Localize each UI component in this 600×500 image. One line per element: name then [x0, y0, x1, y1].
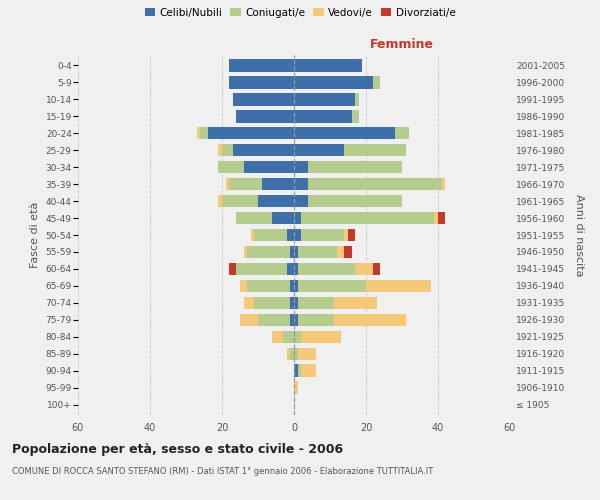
Bar — [366, 280, 431, 292]
Bar — [308, 178, 442, 190]
Bar — [294, 262, 298, 276]
Text: Popolazione per età, sesso e stato civile - 2006: Popolazione per età, sesso e stato civil… — [12, 442, 343, 456]
Bar — [290, 296, 294, 310]
Bar — [287, 262, 294, 276]
Bar — [229, 262, 236, 276]
Bar — [294, 212, 301, 224]
Bar — [348, 228, 355, 241]
Bar — [283, 330, 294, 344]
Bar — [294, 178, 308, 190]
Bar — [337, 246, 344, 258]
Bar — [229, 59, 294, 72]
Bar — [244, 160, 294, 173]
Bar — [236, 262, 287, 276]
Bar — [294, 382, 298, 394]
Bar — [294, 364, 298, 377]
Bar — [373, 76, 380, 88]
Bar — [236, 110, 294, 122]
Bar — [254, 228, 287, 241]
Bar — [222, 144, 233, 156]
Bar — [247, 280, 290, 292]
Bar — [294, 330, 301, 344]
Legend: Celibi/Nubili, Coniugati/e, Vedovi/e, Divorziati/e: Celibi/Nubili, Coniugati/e, Vedovi/e, Di… — [145, 8, 455, 18]
Y-axis label: Anni di nascita: Anni di nascita — [574, 194, 584, 276]
Bar — [434, 212, 438, 224]
Bar — [442, 178, 445, 190]
Bar — [298, 314, 334, 326]
Bar — [258, 314, 290, 326]
Bar — [298, 280, 366, 292]
Bar — [294, 93, 355, 106]
Bar — [294, 194, 308, 207]
Bar — [272, 330, 283, 344]
Bar — [262, 178, 294, 190]
Bar — [294, 246, 298, 258]
Bar — [218, 194, 222, 207]
Bar — [294, 296, 298, 310]
Bar — [287, 348, 290, 360]
Bar — [301, 364, 316, 377]
Bar — [290, 246, 294, 258]
Bar — [298, 348, 316, 360]
Bar — [298, 262, 355, 276]
Bar — [334, 296, 377, 310]
Bar — [244, 296, 254, 310]
Bar — [344, 246, 352, 258]
Bar — [294, 110, 352, 122]
Bar — [229, 76, 294, 88]
Bar — [290, 314, 294, 326]
Bar — [290, 348, 294, 360]
Bar — [301, 212, 434, 224]
Bar — [298, 246, 337, 258]
Bar — [294, 76, 373, 88]
Bar — [222, 194, 258, 207]
Bar — [301, 330, 341, 344]
Bar — [226, 178, 229, 190]
Bar — [334, 314, 406, 326]
Bar — [308, 194, 402, 207]
Bar — [373, 262, 380, 276]
Bar — [236, 212, 272, 224]
Y-axis label: Fasce di età: Fasce di età — [30, 202, 40, 268]
Bar — [294, 126, 395, 140]
Bar — [218, 144, 222, 156]
Bar — [355, 93, 359, 106]
Bar — [294, 280, 298, 292]
Bar — [294, 348, 298, 360]
Bar — [308, 160, 402, 173]
Bar — [254, 296, 290, 310]
Bar — [218, 160, 244, 173]
Bar — [294, 144, 344, 156]
Bar — [247, 246, 290, 258]
Bar — [294, 59, 362, 72]
Bar — [272, 212, 294, 224]
Text: COMUNE DI ROCCA SANTO STEFANO (RM) - Dati ISTAT 1° gennaio 2006 - Elaborazione T: COMUNE DI ROCCA SANTO STEFANO (RM) - Dat… — [12, 468, 433, 476]
Bar — [197, 126, 200, 140]
Text: Femmine: Femmine — [370, 38, 434, 52]
Bar — [200, 126, 208, 140]
Bar — [355, 262, 373, 276]
Bar — [344, 228, 348, 241]
Bar — [298, 364, 301, 377]
Bar — [240, 314, 258, 326]
Bar — [290, 280, 294, 292]
Bar — [244, 246, 247, 258]
Bar — [344, 144, 406, 156]
Bar — [294, 314, 298, 326]
Bar — [258, 194, 294, 207]
Bar — [229, 178, 262, 190]
Bar — [294, 228, 301, 241]
Bar — [251, 228, 254, 241]
Bar — [438, 212, 445, 224]
Bar — [301, 228, 344, 241]
Bar — [287, 228, 294, 241]
Bar — [233, 93, 294, 106]
Bar — [395, 126, 409, 140]
Bar — [352, 110, 359, 122]
Bar — [233, 144, 294, 156]
Bar — [240, 280, 247, 292]
Bar — [294, 160, 308, 173]
Bar — [298, 296, 334, 310]
Bar — [208, 126, 294, 140]
